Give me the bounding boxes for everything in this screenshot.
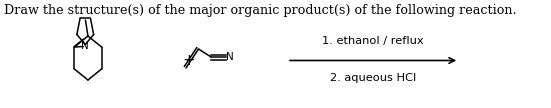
Text: 2. aqueous HCl: 2. aqueous HCl [330,73,416,83]
Text: N: N [82,41,89,51]
Text: Draw the structure(s) of the major organic product(s) of the following reaction.: Draw the structure(s) of the major organ… [4,4,517,17]
Text: 1. ethanol / reflux: 1. ethanol / reflux [322,36,424,46]
Text: +: + [183,53,196,68]
Text: N: N [226,52,234,61]
